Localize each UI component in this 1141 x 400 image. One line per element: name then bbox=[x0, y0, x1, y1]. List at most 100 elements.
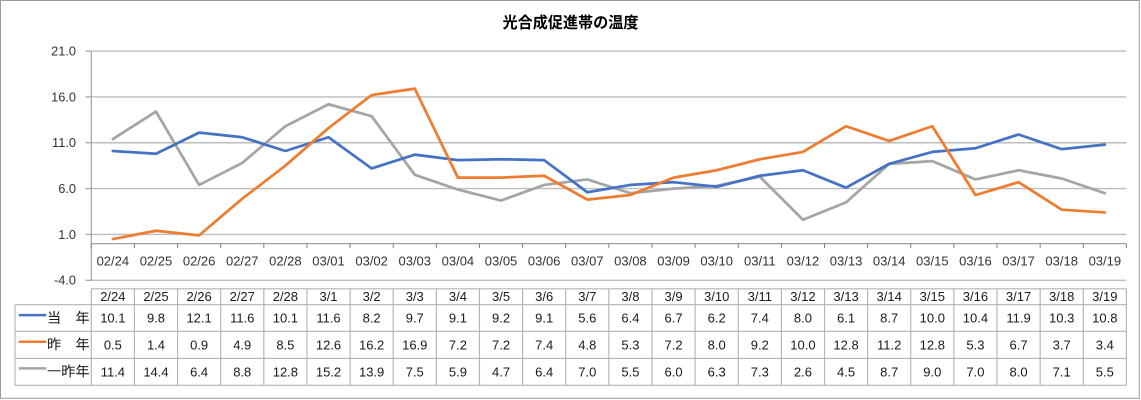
svg-text:03/16: 03/16 bbox=[959, 253, 992, 268]
svg-text:6.4: 6.4 bbox=[535, 365, 553, 380]
svg-text:16.0: 16.0 bbox=[51, 89, 76, 104]
svg-text:3/8: 3/8 bbox=[621, 289, 639, 304]
svg-text:2/25: 2/25 bbox=[143, 289, 168, 304]
svg-text:6.4: 6.4 bbox=[621, 311, 639, 326]
svg-text:3/19: 3/19 bbox=[1092, 289, 1117, 304]
svg-text:3/2: 3/2 bbox=[363, 289, 381, 304]
svg-text:8.0: 8.0 bbox=[708, 338, 726, 353]
svg-text:9.1: 9.1 bbox=[535, 311, 553, 326]
svg-text:03/02: 03/02 bbox=[355, 253, 388, 268]
svg-text:10.4: 10.4 bbox=[963, 311, 988, 326]
svg-text:3/12: 3/12 bbox=[790, 289, 815, 304]
svg-text:7.2: 7.2 bbox=[449, 338, 467, 353]
svg-text:3/11: 3/11 bbox=[748, 289, 772, 304]
svg-text:2/27: 2/27 bbox=[230, 289, 255, 304]
svg-text:2.6: 2.6 bbox=[794, 365, 812, 380]
svg-text:10.0: 10.0 bbox=[790, 338, 815, 353]
svg-text:6.1: 6.1 bbox=[837, 311, 855, 326]
svg-text:15.2: 15.2 bbox=[316, 365, 341, 380]
svg-text:6.7: 6.7 bbox=[665, 311, 683, 326]
svg-text:0.9: 0.9 bbox=[190, 338, 208, 353]
svg-text:11.6: 11.6 bbox=[316, 311, 340, 326]
svg-text:3/1: 3/1 bbox=[319, 289, 337, 304]
svg-text:9.1: 9.1 bbox=[449, 311, 467, 326]
svg-text:03/01: 03/01 bbox=[312, 253, 345, 268]
svg-text:8.8: 8.8 bbox=[233, 365, 251, 380]
svg-text:16.9: 16.9 bbox=[402, 338, 427, 353]
svg-text:6.3: 6.3 bbox=[708, 365, 726, 380]
svg-text:7.0: 7.0 bbox=[966, 365, 984, 380]
svg-text:4.8: 4.8 bbox=[578, 338, 596, 353]
svg-text:14.4: 14.4 bbox=[143, 365, 168, 380]
svg-text:12.8: 12.8 bbox=[273, 365, 298, 380]
svg-text:8.7: 8.7 bbox=[880, 365, 898, 380]
svg-text:3/15: 3/15 bbox=[920, 289, 945, 304]
svg-text:21.0: 21.0 bbox=[51, 43, 76, 58]
svg-text:12.8: 12.8 bbox=[920, 338, 945, 353]
svg-text:11.4: 11.4 bbox=[101, 365, 125, 380]
svg-text:3/7: 3/7 bbox=[578, 289, 596, 304]
svg-text:2/24: 2/24 bbox=[100, 289, 125, 304]
svg-text:7.0: 7.0 bbox=[578, 365, 596, 380]
svg-text:6.7: 6.7 bbox=[1010, 338, 1028, 353]
svg-text:11.9: 11.9 bbox=[1006, 311, 1030, 326]
svg-text:10.0: 10.0 bbox=[920, 311, 945, 326]
svg-text:5.5: 5.5 bbox=[1096, 365, 1114, 380]
svg-text:8.0: 8.0 bbox=[794, 311, 812, 326]
svg-text:03/10: 03/10 bbox=[700, 253, 733, 268]
svg-text:5.3: 5.3 bbox=[621, 338, 639, 353]
svg-text:3/14: 3/14 bbox=[877, 289, 902, 304]
svg-text:03/11: 03/11 bbox=[744, 253, 776, 268]
svg-text:0.5: 0.5 bbox=[104, 338, 122, 353]
svg-text:03/06: 03/06 bbox=[528, 253, 561, 268]
svg-text:5.9: 5.9 bbox=[449, 365, 467, 380]
svg-text:2/26: 2/26 bbox=[186, 289, 211, 304]
svg-text:3/5: 3/5 bbox=[492, 289, 510, 304]
svg-text:7.3: 7.3 bbox=[751, 365, 769, 380]
svg-text:03/18: 03/18 bbox=[1045, 253, 1078, 268]
svg-text:12.8: 12.8 bbox=[833, 338, 858, 353]
svg-text:3.4: 3.4 bbox=[1096, 338, 1114, 353]
svg-text:8.0: 8.0 bbox=[1010, 365, 1028, 380]
svg-text:2/28: 2/28 bbox=[273, 289, 298, 304]
svg-text:03/19: 03/19 bbox=[1089, 253, 1122, 268]
svg-text:7.2: 7.2 bbox=[665, 338, 683, 353]
svg-text:3/13: 3/13 bbox=[833, 289, 858, 304]
svg-text:02/24: 02/24 bbox=[97, 253, 130, 268]
svg-text:11.6: 11.6 bbox=[230, 311, 254, 326]
svg-text:7.5: 7.5 bbox=[406, 365, 424, 380]
svg-text:4.5: 4.5 bbox=[837, 365, 855, 380]
svg-text:02/25: 02/25 bbox=[140, 253, 173, 268]
svg-text:7.4: 7.4 bbox=[751, 311, 769, 326]
svg-text:12.6: 12.6 bbox=[316, 338, 341, 353]
svg-text:9.2: 9.2 bbox=[492, 311, 510, 326]
svg-text:3/3: 3/3 bbox=[406, 289, 424, 304]
svg-text:03/13: 03/13 bbox=[830, 253, 863, 268]
svg-text:03/03: 03/03 bbox=[398, 253, 431, 268]
svg-text:10.1: 10.1 bbox=[100, 311, 125, 326]
svg-text:9.7: 9.7 bbox=[406, 311, 424, 326]
svg-text:10.8: 10.8 bbox=[1092, 311, 1117, 326]
svg-text:03/12: 03/12 bbox=[787, 253, 820, 268]
svg-text:6.0: 6.0 bbox=[58, 181, 76, 196]
svg-text:-4.0: -4.0 bbox=[54, 273, 76, 288]
svg-text:3/17: 3/17 bbox=[1006, 289, 1031, 304]
svg-text:5.6: 5.6 bbox=[578, 311, 596, 326]
svg-text:3/9: 3/9 bbox=[665, 289, 683, 304]
svg-text:10.1: 10.1 bbox=[273, 311, 298, 326]
svg-text:9.8: 9.8 bbox=[147, 311, 165, 326]
svg-text:7.4: 7.4 bbox=[535, 338, 553, 353]
svg-text:10.3: 10.3 bbox=[1049, 311, 1074, 326]
svg-text:02/26: 02/26 bbox=[183, 253, 216, 268]
svg-text:8.2: 8.2 bbox=[363, 311, 381, 326]
svg-text:5.5: 5.5 bbox=[621, 365, 639, 380]
svg-text:3/4: 3/4 bbox=[449, 289, 467, 304]
svg-text:02/27: 02/27 bbox=[226, 253, 259, 268]
svg-text:16.2: 16.2 bbox=[359, 338, 384, 353]
svg-text:03/04: 03/04 bbox=[442, 253, 475, 268]
svg-text:8.7: 8.7 bbox=[880, 311, 898, 326]
svg-text:3/10: 3/10 bbox=[704, 289, 729, 304]
svg-text:02/28: 02/28 bbox=[269, 253, 302, 268]
svg-text:9.0: 9.0 bbox=[923, 365, 941, 380]
svg-text:8.5: 8.5 bbox=[276, 338, 294, 353]
